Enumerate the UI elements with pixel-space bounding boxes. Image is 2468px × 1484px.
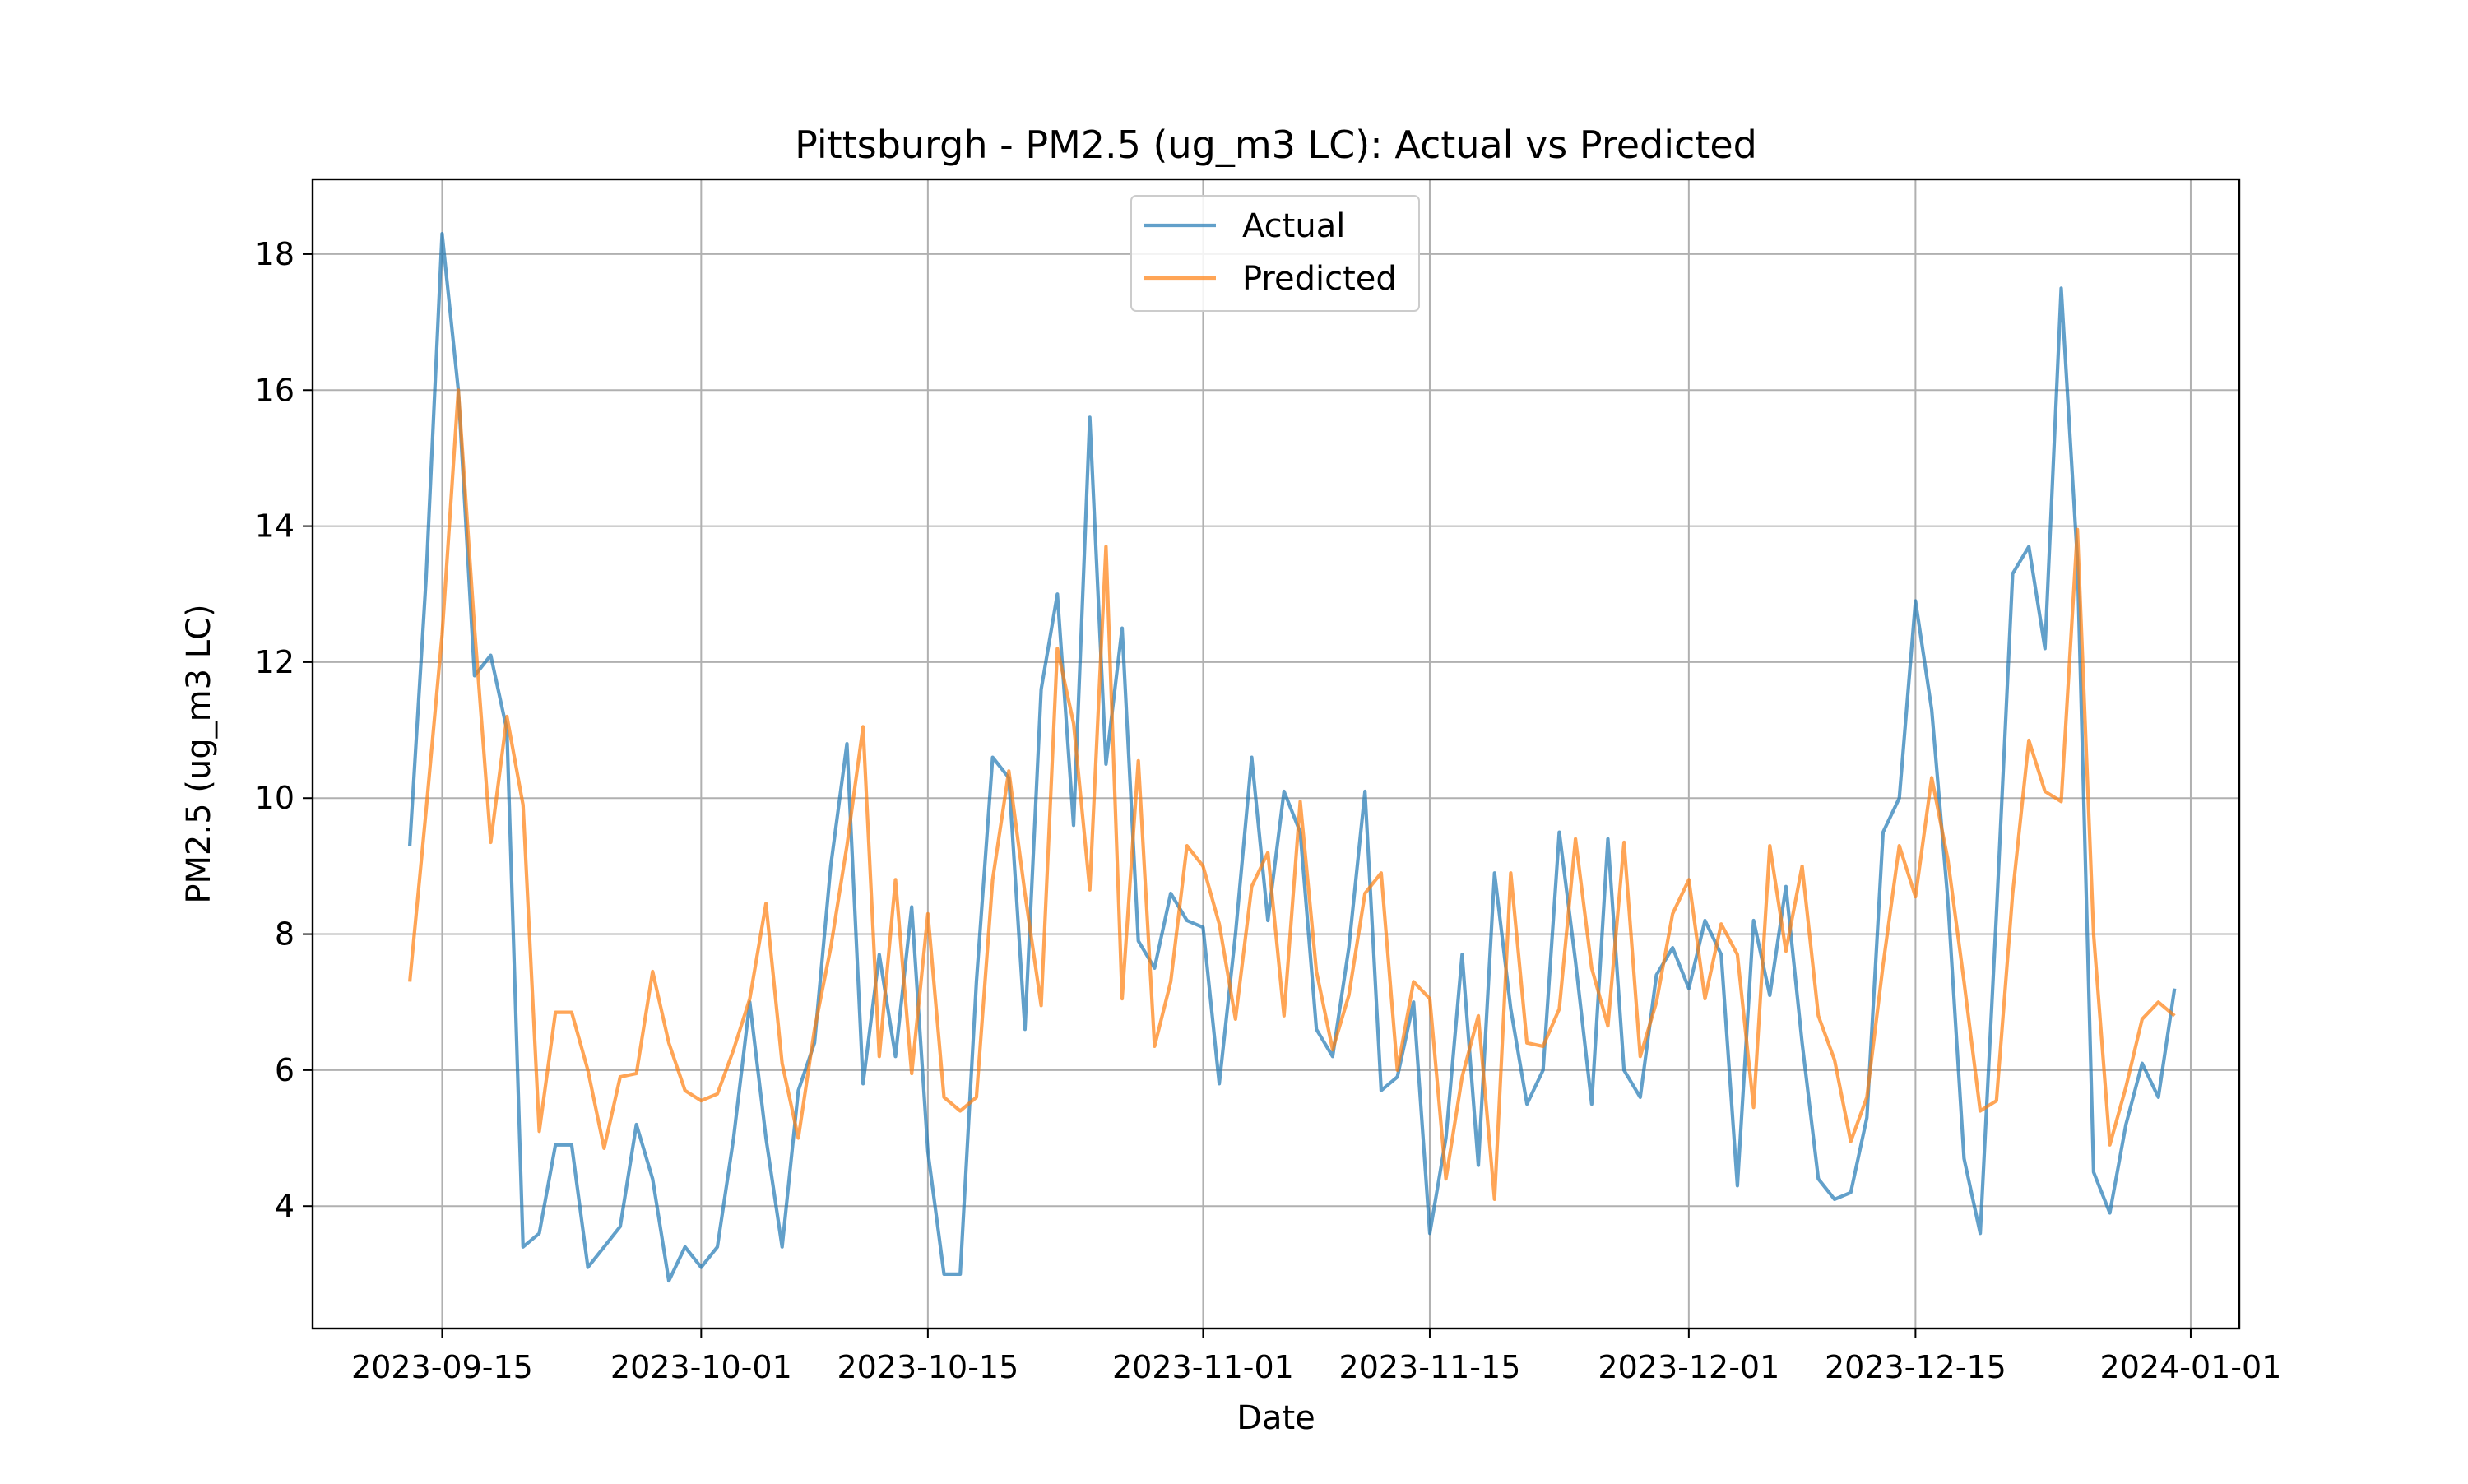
y-tick-label: 10: [255, 780, 295, 816]
series-line-actual: [408, 232, 2177, 1283]
x-tick-label: 2023-10-01: [610, 1349, 792, 1385]
x-axis-title: Date: [1236, 1399, 1315, 1437]
plot-frame: [311, 178, 2241, 1330]
x-tick-label: 2023-12-15: [1825, 1349, 2006, 1385]
series-lines: [408, 232, 2177, 1283]
y-tick-label: 8: [275, 916, 295, 953]
x-tick-label: 2023-12-01: [1598, 1349, 1779, 1385]
series-line-predicted: [408, 388, 2176, 1202]
ticks: 2023-09-15 2023-10-01 2023-10-15 2023-11-01…: [255, 236, 2282, 1385]
x-tick-label: 2023-09-15: [351, 1349, 533, 1385]
x-tick-label: 2024-01-01: [2100, 1349, 2282, 1385]
chart-title: Pittsburgh - PM2.5 (ug_m3 LC): Actual vs…: [795, 123, 1757, 167]
y-axis-title: PM2.5 (ug_m3 LC): [180, 604, 218, 903]
y-tick-label: 16: [255, 372, 295, 408]
x-tick-label: 2023-11-15: [1339, 1349, 1521, 1385]
y-tick-label: 18: [255, 236, 295, 272]
legend-label-actual: Actual: [1242, 207, 1345, 245]
y-tick-label: 14: [255, 508, 295, 545]
y-tick-label: 6: [275, 1052, 295, 1088]
legend-label-predicted: Predicted: [1242, 260, 1397, 298]
legend: Actual Predicted: [1130, 195, 1420, 312]
y-tick-label: 12: [255, 644, 295, 680]
x-tick-label: 2023-11-01: [1112, 1349, 1294, 1385]
x-tick-label: 2023-10-15: [837, 1349, 1018, 1385]
y-tick-label: 4: [275, 1188, 295, 1224]
